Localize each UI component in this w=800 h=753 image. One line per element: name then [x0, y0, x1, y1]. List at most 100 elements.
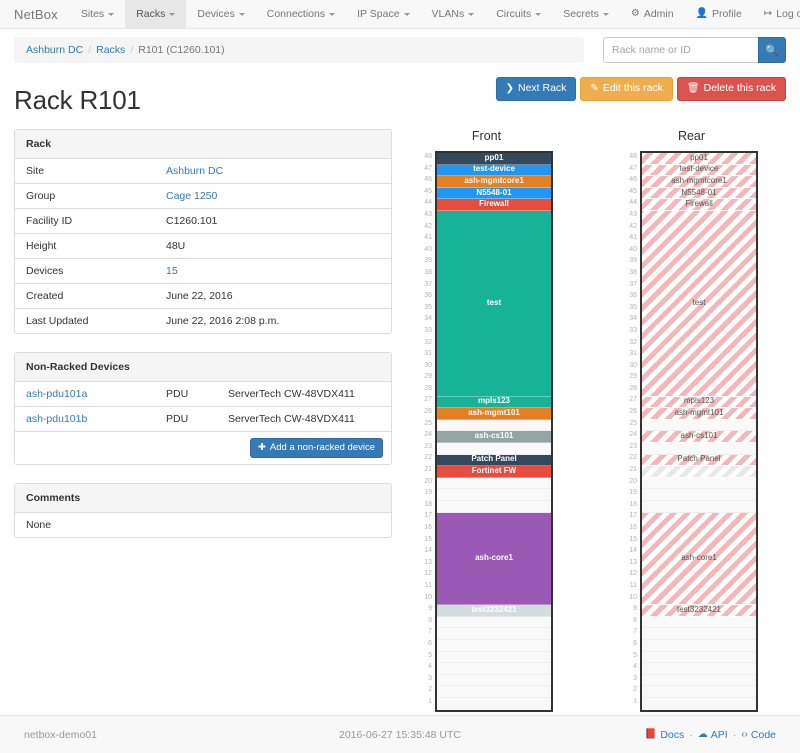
rack-unit-device-ash-mgmtcore1[interactable]: ash-mgmtcore1 [642, 176, 756, 188]
rack-info-label: Facility ID [15, 208, 155, 234]
rack-info-value-link[interactable]: Ashburn DC [166, 165, 224, 177]
rack-unit-device-test-device[interactable]: test-device [642, 164, 756, 177]
nav-item-devices[interactable]: Devices [186, 0, 255, 28]
nav-item-vlans[interactable]: VLANs [421, 0, 486, 28]
unit-number-42: 42 [629, 222, 637, 230]
nav-item-secrets[interactable]: Secrets [552, 0, 620, 28]
rack-unit-device-pp01[interactable]: pp01 [642, 153, 756, 165]
footer-link-api[interactable]: ☁ API [698, 729, 728, 741]
unit-number-29: 29 [424, 373, 432, 381]
rack-unit-device-mpls123[interactable]: mpls123 [642, 396, 756, 409]
rack-unit-empty-3[interactable] [437, 674, 551, 687]
rack-unit-empty-7[interactable] [642, 628, 756, 641]
rack-unit-device-firewall[interactable]: Firewall [642, 199, 756, 211]
rack-unit-device-label: Patch Panel [677, 454, 721, 464]
nav-admin-button[interactable]: ⚙ Admin [620, 0, 685, 28]
rack-info-value-link[interactable]: Cage 1250 [166, 190, 218, 202]
rack-unit-device-ash-mgmtcore1[interactable]: ash-mgmtcore1 [437, 176, 551, 188]
rack-unit-empty-5[interactable] [642, 651, 756, 664]
rack-unit-device-ash-cs101[interactable]: ash-cs101 [437, 431, 551, 443]
non-racked-device-name[interactable]: ash-pdu101b [15, 406, 155, 431]
rack-unit-device-patch-panel[interactable]: Patch Panel [437, 454, 551, 467]
nav-item-circuits[interactable]: Circuits [485, 0, 552, 28]
breadcrumb-current: R101 (C1260.101) [138, 44, 225, 56]
nav-right-label: Log out [776, 8, 800, 20]
rack-unit-device-test3232421[interactable]: test3232421 [642, 605, 756, 617]
nav-item-connections[interactable]: Connections [256, 0, 346, 28]
nav-item-ip-space[interactable]: IP Space [346, 0, 420, 28]
nav-profile-button[interactable]: 👤 Profile [685, 0, 753, 28]
rack-unit-empty-2[interactable] [642, 686, 756, 699]
rack-unit-empty-18[interactable] [642, 500, 756, 513]
rack-unit-device-ash-cs101[interactable]: ash-cs101 [642, 431, 756, 443]
rack-unit-device-test[interactable]: test [437, 210, 551, 397]
nav-item-sites[interactable]: Sites [70, 0, 125, 28]
rack-unit-empty-19[interactable] [437, 489, 551, 501]
search-button[interactable]: 🔍 [758, 37, 786, 63]
edit-this-rack-button[interactable]: ✎ Edit this rack [580, 77, 673, 101]
rack-unit-empty-5[interactable] [437, 651, 551, 664]
rack-unit-empty-1[interactable] [642, 698, 756, 710]
non-racked-device-link[interactable]: ash-pdu101a [26, 388, 88, 400]
rack-unit-empty-18[interactable] [437, 500, 551, 513]
rack-unit-empty-6[interactable] [642, 640, 756, 652]
rack-unit-empty-8[interactable] [437, 616, 551, 629]
rack-unit-empty-8[interactable] [642, 616, 756, 629]
non-racked-device-link[interactable]: ash-pdu101b [26, 413, 88, 425]
rack-unit-empty-20[interactable] [642, 477, 756, 490]
footer-link-docs[interactable]: 📕 Docs [645, 729, 684, 741]
nav-log-out-button[interactable]: ↦Log out [753, 0, 800, 28]
add-non-racked-device-button[interactable]: ✚ Add a non-racked device [249, 438, 383, 459]
rack-info-value-link[interactable]: 15 [166, 265, 178, 277]
rack-unit-device-label: N5548-01 [476, 187, 512, 197]
rack-unit-device-patch-panel[interactable]: Patch Panel [642, 454, 756, 467]
rack-unit-device-label: test-device [473, 164, 515, 174]
rack-info-value[interactable]: Cage 1250 [155, 183, 391, 209]
rack-unit-device-ash-core1[interactable]: ash-core1 [642, 512, 756, 606]
rack-unit-device-n5548-01[interactable]: N5548-01 [437, 187, 551, 200]
nav-item-racks[interactable]: Racks [125, 0, 187, 28]
unit-number-37: 37 [629, 280, 637, 288]
rack-unit-device-ash-mgmt101[interactable]: ash-mgmt101 [642, 408, 756, 420]
gear-icon: ⚙ [630, 8, 640, 19]
breadcrumb-racks[interactable]: Racks [96, 44, 126, 56]
rack-unit-device-ash-mgmt101[interactable]: ash-mgmt101 [437, 408, 551, 420]
footer-link-code[interactable]: ‹› Code [741, 729, 776, 741]
rack-unit-empty-25[interactable] [437, 419, 551, 432]
rack-unit-empty-4[interactable] [437, 663, 551, 675]
rack-unit-device-firewall[interactable]: Firewall [437, 199, 551, 211]
rack-unit-device-n5548-01[interactable]: N5548-01 [642, 187, 756, 200]
rack-info-value[interactable]: Ashburn DC [155, 159, 391, 184]
rack-unit-empty-20[interactable] [437, 477, 551, 490]
rack-info-value[interactable]: 15 [155, 258, 391, 284]
rack-unit-empty-25[interactable] [642, 419, 756, 432]
rack-unit-empty-7[interactable] [437, 628, 551, 641]
rack-unit-empty-3[interactable] [642, 674, 756, 687]
rack-unit-device-mpls123[interactable]: mpls123 [437, 396, 551, 409]
rack-unit-device-test-device[interactable]: test-device [437, 164, 551, 177]
rack-unit-device-fortinet-fw[interactable]: Fortinet FW [437, 466, 551, 478]
non-racked-device-name[interactable]: ash-pdu101a [15, 382, 155, 407]
unit-number-33: 33 [424, 326, 432, 334]
unit-number-38: 38 [424, 268, 432, 276]
rack-unit-empty-1[interactable] [437, 698, 551, 710]
rack-unit-device[interactable] [642, 466, 756, 478]
rack-unit-empty-4[interactable] [642, 663, 756, 675]
rack-unit-empty-19[interactable] [642, 489, 756, 501]
breadcrumb-site[interactable]: Ashburn DC [26, 44, 84, 56]
rack-unit-empty-6[interactable] [437, 640, 551, 652]
delete-this-rack-button[interactable]: 🗑 Delete this rack [676, 77, 786, 101]
next-rack-button[interactable]: ❯ Next Rack [495, 77, 577, 101]
brand-logo[interactable]: NetBox [14, 6, 58, 22]
rack-unit-empty-2[interactable] [437, 686, 551, 699]
rack-unit-device-test3232421[interactable]: test3232421 [437, 605, 551, 617]
rack-unit-device-test[interactable]: test [642, 210, 756, 397]
unit-number-41: 41 [424, 234, 432, 242]
search-input[interactable] [603, 37, 758, 63]
rack-unit-device-pp01[interactable]: pp01 [437, 153, 551, 165]
unit-number-22: 22 [424, 454, 432, 462]
rack-unit-device-ash-core1[interactable]: ash-core1 [437, 512, 551, 606]
nav-item-label: Secrets [563, 8, 599, 20]
rack-unit-empty-23[interactable] [642, 442, 756, 455]
rack-unit-empty-23[interactable] [437, 442, 551, 455]
